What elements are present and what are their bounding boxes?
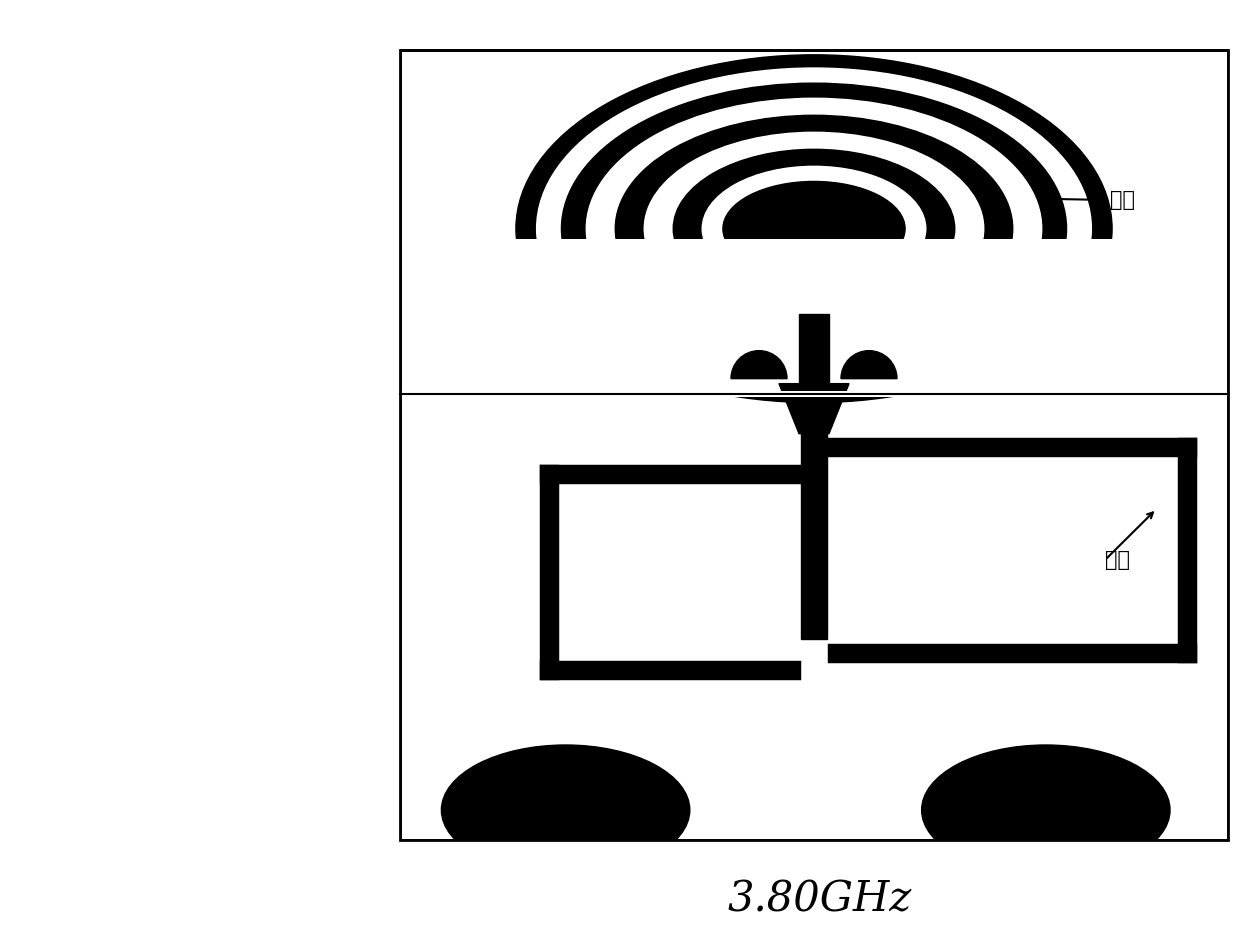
- Ellipse shape: [722, 182, 904, 276]
- Ellipse shape: [922, 745, 1170, 875]
- Bar: [126, 348, 214, 398]
- Bar: [126, 398, 214, 812]
- Bar: [108, 108, 388, 830]
- Text: 1.4290e+000: 1.4290e+000: [225, 560, 313, 574]
- Text: 3.9967e+002: 3.9967e+002: [225, 192, 313, 205]
- Bar: [400, 50, 1228, 840]
- Text: 4.0864e-001: 4.0864e-001: [225, 642, 313, 655]
- Text: 1.1429e+002: 1.1429e+002: [225, 274, 313, 287]
- Ellipse shape: [515, 55, 1113, 402]
- Text: 蓝色: 蓝色: [15, 690, 40, 710]
- Text: 2.1852e-001: 2.1852e-001: [225, 683, 313, 696]
- Bar: [800, 394, 826, 639]
- Polygon shape: [779, 383, 849, 433]
- Text: 7.4740e+002: 7.4740e+002: [225, 152, 313, 165]
- Bar: [0, 840, 1239, 942]
- Ellipse shape: [441, 745, 690, 875]
- Wedge shape: [841, 350, 897, 379]
- Text: 7.6418e-001: 7.6418e-001: [225, 601, 313, 614]
- Bar: [400, 50, 1228, 840]
- Text: 3.80GHz: 3.80GHz: [729, 879, 912, 921]
- Text: 4.9974e+000: 4.9974e+000: [225, 479, 313, 492]
- Ellipse shape: [616, 115, 1012, 342]
- Wedge shape: [731, 350, 787, 379]
- Ellipse shape: [561, 83, 1067, 374]
- Ellipse shape: [703, 167, 926, 291]
- Bar: [400, 391, 1228, 397]
- Text: 3.3415e-002: 3.3415e-002: [225, 805, 313, 819]
- Text: 3.2681e+001: 3.2681e+001: [225, 356, 313, 369]
- Text: 2.6724e+000: 2.6724e+000: [225, 519, 313, 532]
- Text: 6.1115e+001: 6.1115e+001: [225, 315, 313, 328]
- Bar: [1228, 0, 1239, 942]
- Text: 蓝色: 蓝色: [1105, 550, 1130, 570]
- Bar: [503, 239, 1125, 394]
- Text: 红色: 红色: [19, 218, 43, 238]
- Text: 1.1685e-001: 1.1685e-001: [225, 723, 313, 737]
- Ellipse shape: [536, 68, 1092, 389]
- Bar: [799, 314, 829, 394]
- Ellipse shape: [644, 132, 984, 325]
- Ellipse shape: [673, 150, 955, 308]
- Ellipse shape: [586, 98, 1042, 359]
- Bar: [126, 158, 214, 348]
- Text: 6.2487e-002: 6.2487e-002: [225, 765, 313, 778]
- Text: 红色: 红色: [1110, 190, 1135, 210]
- Text: Jsurf[A_per_m]: Jsurf[A_per_m]: [120, 120, 273, 138]
- Text: 1.7476e+001: 1.7476e+001: [225, 397, 313, 410]
- Text: 9.3454e+000: 9.3454e+000: [225, 438, 313, 450]
- Bar: [0, 0, 400, 942]
- Text: 2.1372e+002: 2.1372e+002: [225, 234, 313, 246]
